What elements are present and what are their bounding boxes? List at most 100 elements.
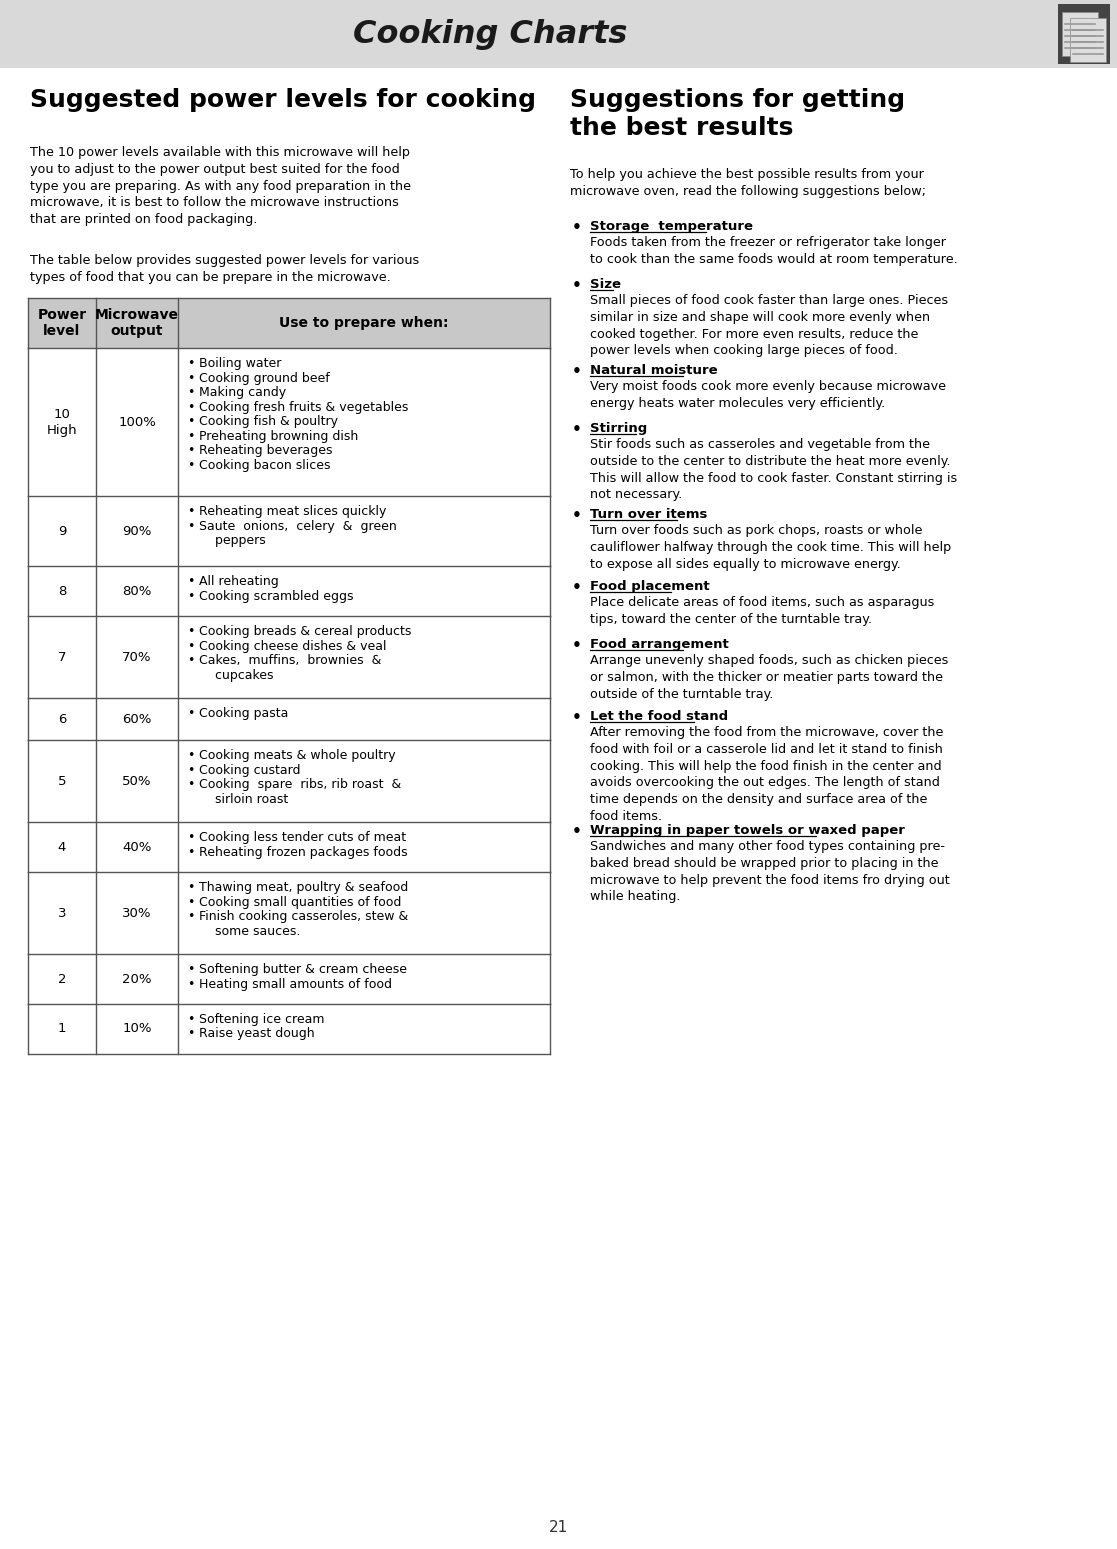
Text: •: • — [187, 846, 194, 858]
Text: •: • — [187, 895, 194, 909]
Text: •: • — [187, 459, 194, 471]
Text: cupcakes: cupcakes — [199, 669, 274, 682]
Text: 3: 3 — [58, 906, 66, 920]
Text: sirloin roast: sirloin roast — [199, 793, 288, 805]
Text: •: • — [187, 881, 194, 894]
Text: Thawing meat, poultry & seafood: Thawing meat, poultry & seafood — [199, 881, 408, 894]
Text: Place delicate areas of food items, such as asparagus
tips, toward the center of: Place delicate areas of food items, such… — [590, 596, 935, 626]
Text: 10
High: 10 High — [47, 407, 77, 437]
Text: •: • — [572, 220, 582, 235]
Text: •: • — [572, 508, 582, 524]
Text: Cakes,  muffins,  brownies  &: Cakes, muffins, brownies & — [199, 654, 381, 668]
FancyBboxPatch shape — [1070, 19, 1106, 62]
Text: 1: 1 — [58, 1022, 66, 1035]
Text: Making candy: Making candy — [199, 386, 286, 400]
Text: Finish cooking casseroles, stew &: Finish cooking casseroles, stew & — [199, 909, 408, 923]
Bar — [28, 297, 550, 349]
Text: 50%: 50% — [122, 774, 152, 787]
Text: •: • — [187, 706, 194, 720]
Text: Cooking cheese dishes & veal: Cooking cheese dishes & veal — [199, 640, 386, 652]
Text: Suggested power levels for cooking: Suggested power levels for cooking — [30, 88, 536, 112]
Text: 90%: 90% — [123, 525, 152, 538]
Text: Stirring: Stirring — [590, 421, 647, 435]
Text: •: • — [572, 824, 582, 840]
Text: 6: 6 — [58, 713, 66, 725]
Text: Microwave
output: Microwave output — [95, 308, 179, 338]
Text: Suggestions for getting
the best results: Suggestions for getting the best results — [570, 88, 905, 139]
Text: Cooking fish & poultry: Cooking fish & poultry — [199, 415, 338, 428]
Text: Cooking  spare  ribs, rib roast  &: Cooking spare ribs, rib roast & — [199, 778, 401, 792]
Text: Food arrangement: Food arrangement — [590, 638, 728, 651]
Text: Preheating browning dish: Preheating browning dish — [199, 429, 359, 443]
Text: The 10 power levels available with this microwave will help
you to adjust to the: The 10 power levels available with this … — [30, 146, 411, 226]
Text: •: • — [187, 750, 194, 762]
Text: •: • — [187, 1013, 194, 1025]
FancyBboxPatch shape — [1062, 12, 1098, 56]
Text: Boiling water: Boiling water — [199, 356, 281, 370]
Text: •: • — [187, 415, 194, 428]
Text: 70%: 70% — [122, 651, 152, 663]
Text: 4: 4 — [58, 841, 66, 853]
Text: Heating small amounts of food: Heating small amounts of food — [199, 977, 392, 990]
Text: Reheating meat slices quickly: Reheating meat slices quickly — [199, 505, 386, 517]
Text: Saute  onions,  celery  &  green: Saute onions, celery & green — [199, 519, 397, 533]
Text: •: • — [187, 386, 194, 400]
Text: Cooking breads & cereal products: Cooking breads & cereal products — [199, 624, 411, 638]
Text: •: • — [187, 778, 194, 792]
Text: •: • — [187, 1027, 194, 1041]
Text: 40%: 40% — [123, 841, 152, 853]
Text: All reheating: All reheating — [199, 575, 279, 589]
Text: Cooking custard: Cooking custard — [199, 764, 300, 776]
Text: Reheating beverages: Reheating beverages — [199, 445, 333, 457]
Text: Small pieces of food cook faster than large ones. Pieces
similar in size and sha: Small pieces of food cook faster than la… — [590, 294, 948, 358]
Text: •: • — [187, 764, 194, 776]
Text: Reheating frozen packages foods: Reheating frozen packages foods — [199, 846, 408, 858]
Text: some sauces.: some sauces. — [199, 925, 300, 937]
Text: 10%: 10% — [122, 1022, 152, 1035]
Text: Cooking meats & whole poultry: Cooking meats & whole poultry — [199, 750, 395, 762]
Text: Sandwiches and many other food types containing pre-
baked bread should be wrapp: Sandwiches and many other food types con… — [590, 840, 949, 903]
Text: •: • — [572, 638, 582, 654]
Text: Storage  temperature: Storage temperature — [590, 220, 753, 232]
Text: 60%: 60% — [123, 713, 152, 725]
Text: Food placement: Food placement — [590, 579, 709, 593]
Text: Cooking fresh fruits & vegetables: Cooking fresh fruits & vegetables — [199, 401, 409, 414]
Text: 80%: 80% — [123, 584, 152, 598]
Text: •: • — [187, 640, 194, 652]
Text: •: • — [187, 575, 194, 589]
Text: 100%: 100% — [118, 415, 156, 429]
Text: Cooking small quantities of food: Cooking small quantities of food — [199, 895, 401, 909]
Text: Cooking Charts: Cooking Charts — [353, 19, 627, 50]
Text: Turn over items: Turn over items — [590, 508, 707, 520]
Text: •: • — [572, 709, 582, 725]
Text: Power
level: Power level — [38, 308, 86, 338]
Text: 2: 2 — [58, 973, 66, 985]
Text: Arrange unevenly shaped foods, such as chicken pieces
or salmon, with the thicke: Arrange unevenly shaped foods, such as c… — [590, 654, 948, 700]
Text: •: • — [187, 372, 194, 384]
Text: Softening butter & cream cheese: Softening butter & cream cheese — [199, 963, 407, 976]
Text: 30%: 30% — [122, 906, 152, 920]
Text: •: • — [187, 401, 194, 414]
Text: Size: Size — [590, 277, 621, 291]
Text: •: • — [187, 624, 194, 638]
Text: 5: 5 — [58, 774, 66, 787]
Text: 20%: 20% — [122, 973, 152, 985]
Text: Use to prepare when:: Use to prepare when: — [279, 316, 449, 330]
Bar — [0, 0, 1117, 68]
Text: •: • — [572, 277, 582, 293]
Text: •: • — [187, 909, 194, 923]
Text: Cooking less tender cuts of meat: Cooking less tender cuts of meat — [199, 830, 407, 844]
Text: peppers: peppers — [199, 534, 266, 547]
Text: •: • — [572, 364, 582, 380]
Text: •: • — [187, 590, 194, 603]
Text: •: • — [187, 963, 194, 976]
Text: Let the food stand: Let the food stand — [590, 709, 728, 723]
Text: Softening ice cream: Softening ice cream — [199, 1013, 325, 1025]
Text: Natural moisture: Natural moisture — [590, 364, 717, 376]
Text: •: • — [187, 830, 194, 844]
Text: After removing the food from the microwave, cover the
food with foil or a casser: After removing the food from the microwa… — [590, 726, 944, 823]
Text: •: • — [187, 977, 194, 990]
Text: Stir foods such as casseroles and vegetable from the
outside to the center to di: Stir foods such as casseroles and vegeta… — [590, 438, 957, 502]
Text: •: • — [187, 445, 194, 457]
Text: Cooking bacon slices: Cooking bacon slices — [199, 459, 331, 471]
